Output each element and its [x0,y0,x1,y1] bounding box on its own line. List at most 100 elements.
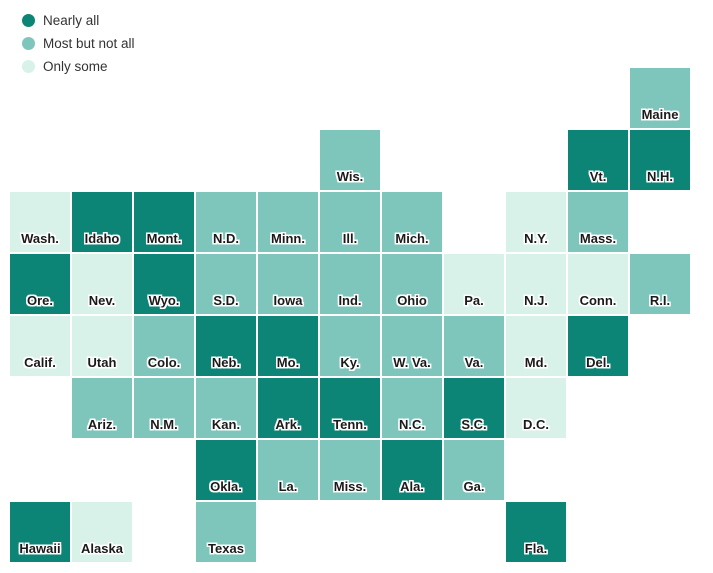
state-tile-wash: Wash. [10,192,70,252]
state-tile-kan: Kan. [196,378,256,438]
legend-swatch-most-but-not-all-icon [22,37,35,50]
state-tile-label: Ill. [342,231,358,246]
state-tile-label: Md. [524,355,548,370]
state-tile-label: Miss. [333,479,367,494]
state-tile-label: N.M. [150,417,178,432]
state-tile-minn: Minn. [258,192,318,252]
state-tile-nd: N.D. [196,192,256,252]
state-tile-ala: Ala. [382,440,442,500]
state-tile-label: R.I. [649,293,671,308]
state-tile-fla: Fla. [506,502,566,562]
state-tile-label: Neb. [211,355,241,370]
state-tile-ore: Ore. [10,254,70,314]
state-tile-label: Mo. [276,355,300,370]
state-tile-label: La. [278,479,298,494]
state-tile-label: N.J. [524,293,548,308]
state-tile-colo: Colo. [134,316,194,376]
state-tile-label: S.D. [213,293,239,308]
state-tile-label: Tenn. [333,417,367,432]
state-tile-label: Minn. [271,231,305,246]
state-tile-conn: Conn. [568,254,628,314]
state-tile-ill: Ill. [320,192,380,252]
state-tile-md: Md. [506,316,566,376]
state-tile-label: Okla. [210,479,242,494]
state-tile-miss: Miss. [320,440,380,500]
state-tile-label: Ind. [338,293,362,308]
state-tile-tenn: Tenn. [320,378,380,438]
us-state-tile-map: Maine Wis. Vt. N.H. Wash. Idaho Mont. N.D. Minn.… [10,68,690,562]
state-tile-la: La. [258,440,318,500]
state-tile-label: Ky. [340,355,360,370]
state-tile-sd: S.D. [196,254,256,314]
state-tile-wyo: Wyo. [134,254,194,314]
state-tile-dc: D.C. [506,378,566,438]
state-tile-label: N.Y. [524,231,548,246]
state-tile-calif: Calif. [10,316,70,376]
legend-item-only-some: Only some [22,55,135,78]
state-tile-okla: Okla. [196,440,256,500]
state-tile-ri: R.I. [630,254,690,314]
legend-label-only-some: Only some [43,58,108,74]
legend-item-nearly-all: Nearly all [22,9,135,32]
legend-label-nearly-all: Nearly all [43,12,100,28]
state-tile-label: Nev. [88,293,116,308]
state-tile-label: Mass. [579,231,617,246]
state-tile-pa: Pa. [444,254,504,314]
state-tile-ariz: Ariz. [72,378,132,438]
state-tile-mass: Mass. [568,192,628,252]
state-tile-label: Ore. [26,293,53,308]
state-tile-label: Idaho [84,231,120,246]
state-tile-idaho: Idaho [72,192,132,252]
state-tile-label: Wyo. [148,293,180,308]
state-tile-label: Texas [208,541,244,556]
state-tile-label: Del. [586,355,610,370]
state-tile-label: Pa. [464,293,484,308]
state-tile-label: D.C. [523,417,549,432]
state-tile-utah: Utah [72,316,132,376]
state-tile-maine: Maine [630,68,690,128]
state-tile-label: Fla. [524,541,548,556]
state-tile-texas: Texas [196,502,256,562]
state-tile-label: N.D. [213,231,239,246]
state-tile-ind: Ind. [320,254,380,314]
state-tile-ark: Ark. [258,378,318,438]
state-tile-wis: Wis. [320,130,380,190]
state-tile-label: N.C. [399,417,425,432]
state-tile-nev: Nev. [72,254,132,314]
state-tile-iowa: Iowa [258,254,318,314]
state-tile-label: Vt. [589,169,607,184]
legend-swatch-only-some-icon [22,60,35,73]
state-tile-ohio: Ohio [382,254,442,314]
state-tile-label: N.H. [647,169,673,184]
legend-swatch-nearly-all-icon [22,14,35,27]
state-tile-label: Alaska [81,541,123,556]
state-tile-nm: N.M. [134,378,194,438]
state-tile-label: Conn. [579,293,617,308]
state-tile-label: Iowa [273,293,303,308]
state-tile-nh: N.H. [630,130,690,190]
state-tile-label: Ariz. [87,417,117,432]
state-tile-vt: Vt. [568,130,628,190]
state-tile-label: S.C. [461,417,487,432]
state-tile-ky: Ky. [320,316,380,376]
state-tile-del: Del. [568,316,628,376]
state-tile-mo: Mo. [258,316,318,376]
state-tile-label: Mich. [395,231,429,246]
state-tile-label: Ga. [463,479,485,494]
state-tile-label: Wash. [21,231,59,246]
legend: Nearly all Most but not all Only some [22,9,135,78]
state-tile-label: Ark. [275,417,301,432]
state-tile-alaska: Alaska [72,502,132,562]
state-tile-label: Mont. [146,231,182,246]
state-tile-label: W. Va. [393,355,431,370]
state-tile-label: Utah [87,355,117,370]
legend-item-most-but-not-all: Most but not all [22,32,135,55]
state-tile-nj: N.J. [506,254,566,314]
state-tile-hawaii: Hawaii [10,502,70,562]
state-tile-nc: N.C. [382,378,442,438]
state-tile-mont: Mont. [134,192,194,252]
state-tile-label: Wis. [336,169,364,184]
state-tile-label: Kan. [211,417,241,432]
state-tile-label: Va. [464,355,484,370]
